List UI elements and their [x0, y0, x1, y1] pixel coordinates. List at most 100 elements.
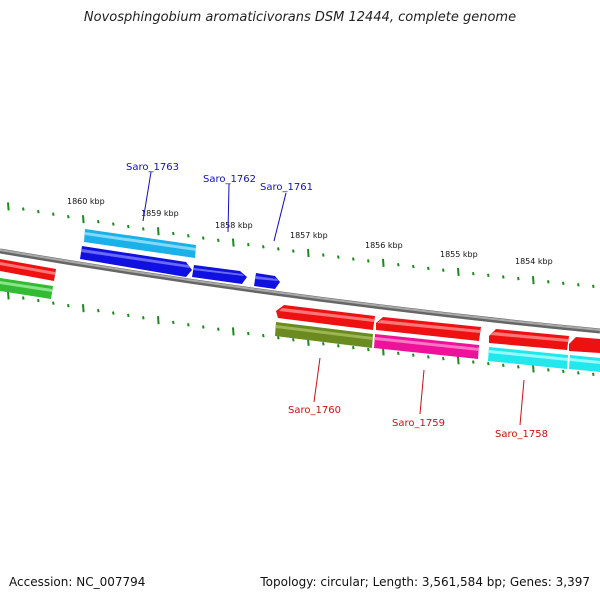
- minor-tick: [547, 280, 550, 284]
- minor-tick: [322, 253, 325, 257]
- major-tick: [457, 267, 460, 277]
- minor-tick: [277, 247, 280, 251]
- scale-labels: 1860 kbp 1859 kbp 1858 kbp 1857 kbp 1856…: [67, 197, 553, 266]
- minor-tick: [502, 363, 505, 367]
- minor-tick: [22, 296, 25, 300]
- major-tick: [157, 316, 160, 325]
- minor-tick: [292, 338, 295, 342]
- minor-tick: [562, 369, 565, 374]
- major-tick: [457, 356, 460, 365]
- gene-labels: Saro_1763 Saro_1762 Saro_1761 Saro_1760 …: [126, 162, 548, 440]
- minor-tick: [487, 273, 490, 278]
- major-tick: [532, 276, 535, 285]
- major-tick: [382, 258, 385, 267]
- minor-tick: [517, 276, 520, 281]
- minor-tick: [577, 283, 580, 287]
- minor-tick: [277, 336, 280, 340]
- minor-tick: [112, 222, 115, 226]
- label-leaders: [142, 171, 525, 426]
- minor-tick: [337, 344, 340, 348]
- major-tick: [157, 227, 160, 236]
- scale-label-1856: 1856 kbp: [365, 241, 403, 250]
- minor-tick: [187, 323, 190, 327]
- map-title: Novosphingobium aromaticivorans DSM 1244…: [83, 10, 517, 25]
- minor-tick: [427, 266, 430, 271]
- minor-tick: [517, 365, 520, 369]
- minor-tick: [412, 353, 415, 357]
- minor-tick: [292, 249, 295, 253]
- minor-tick: [442, 268, 445, 272]
- major-tick: [232, 238, 235, 247]
- cds-saro-1761[interactable]: [254, 273, 280, 289]
- major-tick: [232, 327, 235, 336]
- minor-tick: [142, 227, 145, 231]
- minor-tick: [112, 311, 115, 315]
- minor-tick: [52, 301, 55, 305]
- minor-tick: [217, 238, 220, 243]
- minor-tick: [412, 264, 415, 269]
- minor-tick: [67, 303, 70, 308]
- scale-label-1857: 1857 kbp: [290, 231, 328, 240]
- minor-tick: [547, 368, 550, 372]
- gene-label-saro-1762[interactable]: Saro_1762: [203, 174, 256, 185]
- forward-strand-features: [0, 229, 280, 299]
- minor-tick: [592, 372, 595, 377]
- minor-tick: [127, 224, 130, 229]
- minor-tick: [352, 257, 355, 261]
- minor-tick: [37, 298, 40, 303]
- minor-tick: [502, 275, 505, 279]
- minor-tick: [472, 360, 475, 364]
- minor-tick: [367, 259, 370, 263]
- minor-tick: [262, 245, 265, 249]
- minor-tick: [442, 356, 445, 361]
- minor-tick: [562, 281, 565, 286]
- minor-tick: [202, 236, 205, 240]
- topology-summary: Topology: circular; Length: 3,561,584 bp…: [260, 575, 590, 589]
- gene-label-saro-1761[interactable]: Saro_1761: [260, 182, 313, 193]
- gene-label-saro-1758[interactable]: Saro_1758: [495, 429, 548, 440]
- minor-tick: [202, 325, 205, 329]
- minor-tick: [172, 231, 175, 236]
- minor-tick: [592, 284, 595, 289]
- minor-tick: [67, 215, 70, 219]
- minor-tick: [397, 263, 400, 267]
- major-tick: [7, 202, 10, 211]
- cds-red-4[interactable]: [569, 337, 600, 353]
- major-tick: [7, 291, 10, 300]
- scale-label-1860: 1860 kbp: [67, 197, 105, 206]
- major-tick: [82, 304, 85, 313]
- accession-text: Accession: NC_007794: [9, 575, 146, 589]
- gene-label-saro-1759[interactable]: Saro_1759: [392, 418, 445, 429]
- minor-tick: [262, 333, 265, 338]
- minor-tick: [127, 313, 130, 318]
- minor-tick: [322, 342, 325, 346]
- minor-tick: [397, 351, 400, 356]
- minor-tick: [142, 316, 145, 320]
- minor-tick: [97, 219, 100, 224]
- tick-track-outer: [7, 202, 595, 289]
- minor-tick: [172, 320, 175, 325]
- minor-tick: [352, 346, 355, 350]
- scale-label-1859: 1859 kbp: [141, 209, 179, 218]
- major-tick: [532, 364, 535, 373]
- minor-tick: [337, 255, 340, 259]
- minor-tick: [367, 347, 370, 352]
- reverse-strand-features: [275, 305, 600, 372]
- minor-tick: [247, 331, 250, 336]
- gene-label-saro-1760[interactable]: Saro_1760: [288, 405, 341, 416]
- minor-tick: [52, 212, 55, 216]
- gene-label-saro-1763[interactable]: Saro_1763: [126, 162, 179, 173]
- minor-tick: [247, 243, 250, 247]
- scale-label-1854: 1854 kbp: [515, 257, 553, 266]
- minor-tick: [577, 371, 580, 375]
- scale-label-1858: 1858 kbp: [215, 221, 253, 230]
- minor-tick: [22, 207, 25, 211]
- minor-tick: [472, 271, 475, 276]
- minor-tick: [217, 327, 220, 331]
- minor-tick: [487, 361, 490, 366]
- minor-tick: [97, 308, 100, 313]
- backbone: [0, 248, 600, 334]
- scale-label-1855: 1855 kbp: [440, 250, 478, 259]
- major-tick: [82, 215, 85, 224]
